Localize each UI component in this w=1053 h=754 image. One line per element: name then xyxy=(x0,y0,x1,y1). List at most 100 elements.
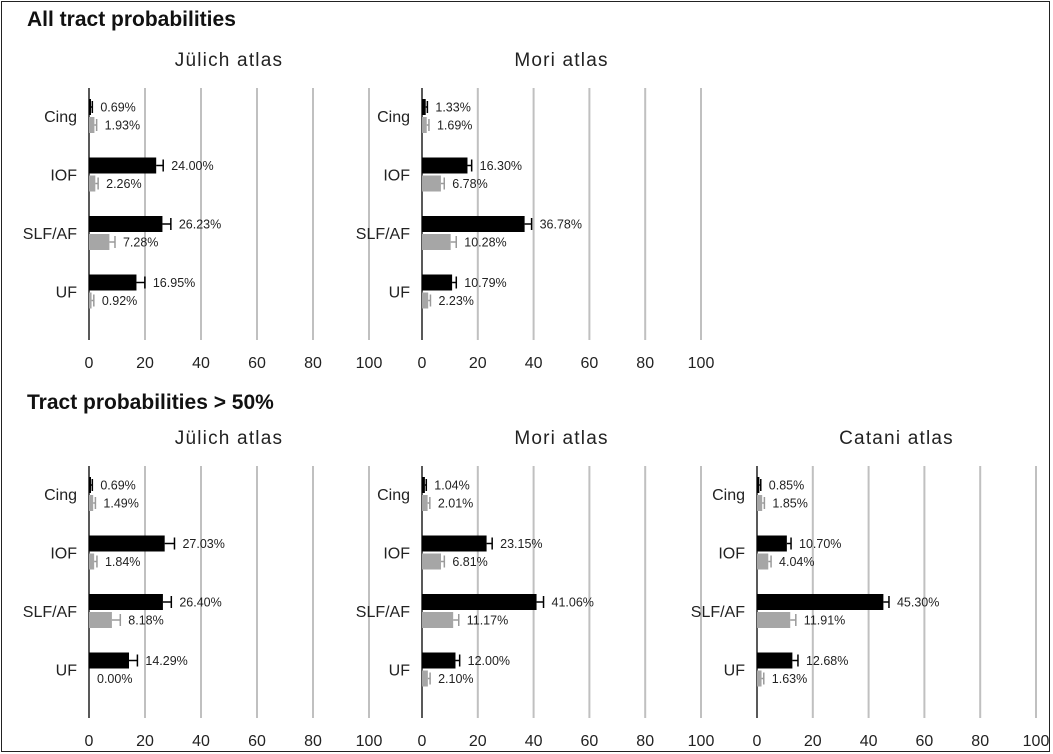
data-label: 26.23% xyxy=(179,218,221,232)
bar xyxy=(422,216,525,232)
data-label: 1.33% xyxy=(435,101,470,115)
data-label: 6.81% xyxy=(452,555,487,569)
bar xyxy=(89,117,95,133)
bar xyxy=(757,612,791,628)
chart-title: Mori atlas xyxy=(514,428,608,449)
data-label: 1.49% xyxy=(103,497,138,511)
bar xyxy=(422,553,441,570)
category-label: SLF/AF xyxy=(691,604,745,621)
bar xyxy=(89,535,165,552)
bar xyxy=(89,495,94,511)
bar xyxy=(89,594,163,610)
x-tick-label: 60 xyxy=(581,355,599,372)
bar xyxy=(422,274,453,291)
data-label: 26.40% xyxy=(179,596,221,610)
bar xyxy=(422,477,425,493)
x-tick-label: 60 xyxy=(581,733,599,750)
bar xyxy=(89,292,92,309)
x-tick-label: 100 xyxy=(688,355,715,372)
category-label: IOF xyxy=(50,168,77,185)
bar xyxy=(89,99,91,115)
bar xyxy=(757,594,884,610)
data-label: 1.85% xyxy=(772,497,807,511)
bar xyxy=(422,157,468,174)
data-label: 8.18% xyxy=(128,614,163,628)
category-label: SLF/AF xyxy=(23,604,77,621)
data-label: 1.69% xyxy=(437,119,472,133)
data-label: 0.92% xyxy=(102,294,137,308)
bar xyxy=(422,175,441,192)
bar xyxy=(422,652,456,669)
x-tick-label: 80 xyxy=(636,355,654,372)
category-label: UF xyxy=(389,285,411,302)
chart-title: Catani atlas xyxy=(839,428,954,449)
bar xyxy=(422,117,427,133)
x-tick-label: 0 xyxy=(753,733,762,750)
bar xyxy=(89,234,110,250)
data-label: 12.00% xyxy=(468,654,510,668)
data-label: 1.04% xyxy=(434,479,469,493)
chart-panel: Jülich atlas 0 20 40 60 80 100 Cing 0.69% 1.93% IO… xyxy=(23,50,383,372)
bar xyxy=(422,535,487,552)
x-tick-label: 0 xyxy=(85,355,94,372)
bar xyxy=(757,535,787,552)
category-label: IOF xyxy=(383,168,410,185)
x-tick-label: 80 xyxy=(636,733,654,750)
category-label: IOF xyxy=(383,546,410,563)
category-label: Cing xyxy=(44,487,77,504)
x-tick-label: 60 xyxy=(248,733,266,750)
data-label: 45.30% xyxy=(897,596,939,610)
data-label: 11.17% xyxy=(467,614,508,628)
category-label: Cing xyxy=(44,109,77,126)
data-label: 10.28% xyxy=(464,236,506,250)
bar xyxy=(757,477,760,493)
chart-title: Mori atlas xyxy=(514,50,608,71)
bar xyxy=(89,652,130,669)
data-label: 24.00% xyxy=(171,159,213,173)
category-label: SLF/AF xyxy=(23,226,77,243)
bar xyxy=(422,495,428,511)
data-label: 2.01% xyxy=(438,497,473,511)
category-label: UF xyxy=(724,663,746,680)
chart-title: Jülich atlas xyxy=(175,428,283,449)
x-tick-label: 20 xyxy=(469,355,487,372)
x-tick-label: 100 xyxy=(356,733,383,750)
bar xyxy=(89,274,137,291)
section-title-above-50: Tract probabilities > 50% xyxy=(27,391,274,414)
data-label: 0.69% xyxy=(100,101,135,115)
data-label: 0.69% xyxy=(100,479,135,493)
category-label: Cing xyxy=(377,109,410,126)
data-label: 11.91% xyxy=(804,614,845,628)
data-label: 10.79% xyxy=(464,276,506,290)
category-label: UF xyxy=(389,663,411,680)
data-label: 36.78% xyxy=(540,218,582,232)
x-tick-label: 60 xyxy=(916,733,934,750)
chart-panel: Mori atlas 0 20 40 60 80 100 Cing 1.04% 2.01% IOF 2… xyxy=(356,428,715,750)
bar xyxy=(422,292,429,309)
category-label: SLF/AF xyxy=(356,226,410,243)
data-label: 4.04% xyxy=(779,555,814,569)
chart-panel: Catani atlas 0 20 40 60 80 100 Cing 0.85% 1.85% IO… xyxy=(691,428,1050,750)
category-label: Cing xyxy=(377,487,410,504)
x-tick-label: 100 xyxy=(1023,733,1050,750)
category-label: IOF xyxy=(718,546,745,563)
data-label: 0.00% xyxy=(97,672,132,686)
x-tick-label: 40 xyxy=(192,733,210,750)
x-tick-label: 40 xyxy=(192,355,210,372)
x-tick-label: 0 xyxy=(418,355,427,372)
data-label: 27.03% xyxy=(182,537,224,551)
bar xyxy=(422,612,454,628)
bar xyxy=(757,553,769,570)
bar xyxy=(89,477,91,493)
bar xyxy=(422,234,451,250)
bar xyxy=(422,670,428,687)
x-tick-label: 0 xyxy=(85,733,94,750)
data-label: 12.68% xyxy=(806,654,848,668)
data-label: 2.10% xyxy=(438,672,473,686)
data-label: 16.95% xyxy=(153,276,195,290)
section-title-all: All tract probabilities xyxy=(27,8,236,31)
data-label: 7.28% xyxy=(123,236,158,250)
x-tick-label: 20 xyxy=(804,733,822,750)
